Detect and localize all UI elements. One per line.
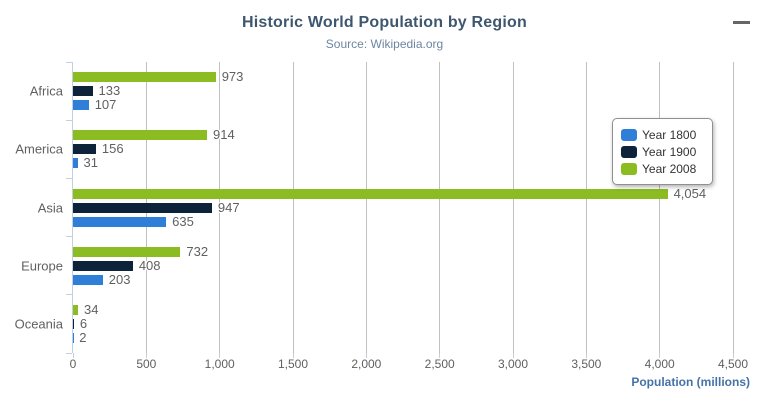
x-axis-title: Population (millions) [631,375,750,389]
legend: Year 1800 Year 1900 Year 2008 [612,118,713,185]
data-label: 203 [108,271,131,287]
category-axis-labels: Africa America Asia Europe Oceania [0,62,68,353]
bar-year-1900-oceania[interactable] [73,318,74,329]
bar-year-1800-africa[interactable] [73,100,89,111]
x-axis-tick [585,353,587,358]
category-axis-tick [66,61,72,63]
bar-year-1900-america[interactable] [73,144,96,155]
data-label: 34 [83,301,99,317]
plot-area: 973 133 107 914 156 31 4,054 947 635 732 408 203 34 6… [66,61,734,358]
bar-year-1800-asia[interactable] [73,216,167,227]
data-label: 31 [83,155,98,171]
gridline [659,62,661,353]
x-axis-tick-label: 4,500 [717,357,749,371]
data-label: 6 [79,315,88,331]
legend-label: Year 1800 [642,127,697,142]
gridline [512,62,514,353]
bar-year-2008-oceania[interactable] [73,304,78,315]
category-axis-tick [66,119,72,121]
x-axis-tick [732,353,734,358]
category-axis-tick [66,236,72,238]
x-axis-tick [365,353,367,358]
category-label: America [15,141,63,157]
value-axis-labels: 0 500 1,000 1,500 2,000 2,500 3,000 3,500 4,000 4… [69,357,753,373]
legend-item-year-2008[interactable]: Year 2008 [621,160,704,177]
x-axis-tick-label: 3,500 [571,357,602,371]
x-axis-tick [145,353,147,358]
x-axis-tick [219,353,221,358]
bar-year-1900-europe[interactable] [73,260,133,271]
x-axis-tick [292,353,294,358]
category-label: Europe [21,258,63,274]
x-axis-tick [72,353,74,358]
x-axis-tick-label: 0 [69,357,77,371]
legend-item-year-1800[interactable]: Year 1800 [621,126,704,143]
data-label: 156 [101,141,124,157]
gridline [585,62,587,353]
category-axis-tick [66,352,72,354]
x-axis-tick-label: 2,000 [351,357,382,371]
chart-title: Historic World Population by Region [242,14,527,31]
x-axis-tick-label: 4,000 [644,357,675,371]
x-axis-tick-label: 1,500 [277,357,309,371]
x-axis-tick-label: 1,000 [204,357,235,371]
gridline [365,62,367,353]
data-label: 635 [172,213,194,229]
bar-year-1800-america[interactable] [73,158,78,169]
data-label: 133 [98,83,121,99]
legend-item-year-1900[interactable]: Year 1900 [621,143,704,160]
x-axis-tick-label: 2,500 [424,357,455,371]
data-label: 2 [79,329,87,345]
legend-swatch-icon [621,128,637,141]
category-label: Asia [37,200,63,215]
chart-subtitle: Source: Wikipedia.org [325,37,444,51]
gridline [439,62,441,353]
category-axis-tick [66,294,72,296]
x-axis-tick [512,353,514,358]
gridline [732,62,734,353]
category-label: Africa [29,83,63,99]
legend-swatch-icon [621,145,637,158]
data-label: 732 [186,243,209,259]
legend-label: Year 1900 [642,144,697,159]
category-label: Oceania [14,316,63,332]
x-axis-tick [439,353,441,358]
gridline [292,62,294,353]
category-axis-tick [66,177,72,179]
bar-year-2008-europe[interactable] [73,246,181,257]
data-label: 973 [221,69,244,85]
bar-year-2008-africa[interactable] [73,72,216,83]
x-axis-tick-label: 500 [136,357,157,371]
context-menu-button[interactable] [731,20,753,38]
bar-year-1900-africa[interactable] [73,86,93,97]
legend-swatch-icon [621,162,637,175]
x-axis-tick [659,353,661,358]
data-label: 408 [138,257,161,273]
data-label: 4,054 [673,185,707,201]
legend-label: Year 2008 [642,161,697,176]
bar-year-2008-america[interactable] [73,130,208,141]
bar-year-1800-oceania[interactable] [73,332,74,343]
bar-year-1900-asia[interactable] [73,202,212,213]
bar-year-2008-asia[interactable] [73,188,668,199]
data-label: 914 [213,127,235,143]
gridline [219,62,221,353]
category-axis-line [72,62,73,353]
bar-year-1800-europe[interactable] [73,274,103,285]
data-label: 947 [217,199,240,215]
x-axis-tick-label: 3,000 [497,357,529,371]
data-label: 107 [94,97,117,113]
